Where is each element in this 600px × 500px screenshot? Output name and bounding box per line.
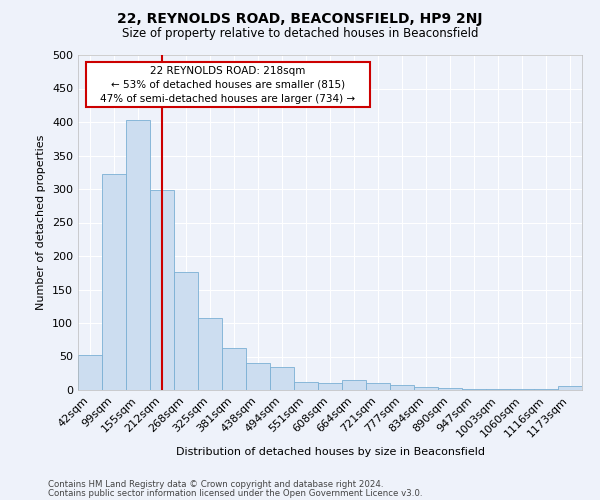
Bar bbox=[126, 120, 150, 390]
FancyBboxPatch shape bbox=[86, 62, 370, 107]
Bar bbox=[342, 380, 366, 390]
Text: Contains public sector information licensed under the Open Government Licence v3: Contains public sector information licen… bbox=[48, 490, 422, 498]
Text: ← 53% of detached houses are smaller (815): ← 53% of detached houses are smaller (81… bbox=[111, 80, 345, 90]
Bar bbox=[438, 388, 462, 390]
Text: 22, REYNOLDS ROAD, BEACONSFIELD, HP9 2NJ: 22, REYNOLDS ROAD, BEACONSFIELD, HP9 2NJ bbox=[117, 12, 483, 26]
Text: 47% of semi-detached houses are larger (734) →: 47% of semi-detached houses are larger (… bbox=[100, 94, 356, 104]
Bar bbox=[102, 174, 126, 390]
Bar bbox=[462, 388, 486, 390]
Bar bbox=[558, 386, 582, 390]
Bar bbox=[390, 384, 414, 390]
Bar bbox=[150, 190, 174, 390]
Text: 22 REYNOLDS ROAD: 218sqm: 22 REYNOLDS ROAD: 218sqm bbox=[150, 66, 305, 76]
Bar bbox=[414, 386, 438, 390]
Bar bbox=[318, 384, 342, 390]
X-axis label: Distribution of detached houses by size in Beaconsfield: Distribution of detached houses by size … bbox=[176, 447, 485, 457]
Text: Contains HM Land Registry data © Crown copyright and database right 2024.: Contains HM Land Registry data © Crown c… bbox=[48, 480, 383, 489]
Bar bbox=[294, 382, 318, 390]
Bar bbox=[78, 355, 102, 390]
Bar bbox=[174, 272, 198, 390]
Bar bbox=[198, 318, 222, 390]
Y-axis label: Number of detached properties: Number of detached properties bbox=[37, 135, 46, 310]
Text: Size of property relative to detached houses in Beaconsfield: Size of property relative to detached ho… bbox=[122, 28, 478, 40]
Bar bbox=[366, 384, 390, 390]
Bar bbox=[222, 348, 246, 390]
Bar bbox=[246, 363, 270, 390]
Bar bbox=[270, 366, 294, 390]
